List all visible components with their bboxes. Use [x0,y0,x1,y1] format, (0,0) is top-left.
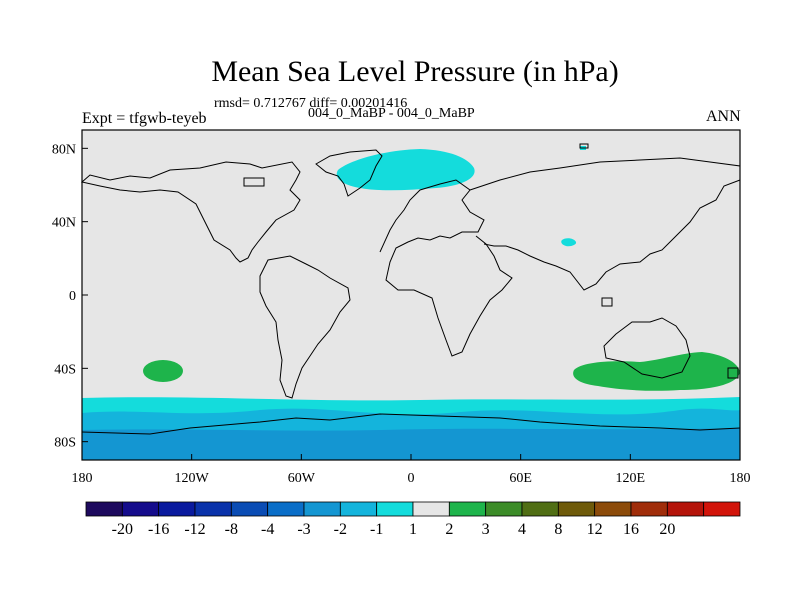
colorbar-label: -20 [112,521,133,538]
y-tick-label: 40N [52,216,76,231]
colorbar-label: 20 [659,521,675,538]
y-tick-label: 40S [54,362,76,377]
x-tick-label: 180 [730,471,751,486]
colorbar-label: 4 [518,521,526,538]
colorbar-label: 1 [409,521,417,538]
colorbar-swatch [412,501,450,517]
experiment-label: Expt = tfgwb-teyeb [82,110,207,127]
colorbar-swatch [230,501,269,517]
colorbar-label: 12 [587,521,603,538]
colorbar-swatch [158,501,196,517]
x-tick-label: 180 [72,471,93,486]
colorbar-label: -4 [261,521,274,538]
colorbar-swatch [303,501,341,517]
y-tick-label: 0 [69,289,76,304]
colorbar-swatch [703,501,741,517]
asia-small-blob [561,238,577,247]
axis-ticks: 180 120W 60W 0 60E 120E 180 80N 40N 0 40S 80S [52,142,751,486]
colorbar-label: 16 [623,521,639,538]
colorbar-swatch [339,501,378,517]
colorbar-label: -1 [370,521,383,538]
season-label: ANN [706,108,741,125]
colorbar-label: -2 [334,521,347,538]
colorbar-swatch [376,501,414,517]
x-tick-label: 120W [175,471,210,486]
map-plot-area [80,129,741,461]
colorbar-swatch [267,501,305,517]
colorbar-label: 3 [482,521,490,538]
x-tick-label: 0 [408,471,415,486]
x-tick-label: 60E [509,471,532,486]
colorbar: -20 -16 -12 -8 -4 -3 -2 -1 1 2 3 4 8 12 16 20 [85,501,741,538]
colorbar-swatch [485,501,523,517]
colorbar-swatch [121,501,160,517]
antarctic-band [82,428,740,460]
plot-title: Mean Sea Level Pressure (in hPa) [211,55,619,88]
arctic-negative-anomaly [336,149,475,191]
colorbar-label: -8 [225,521,238,538]
y-tick-label: 80N [52,142,76,157]
australia-positive-anomaly [573,352,740,391]
colorbar-swatch [448,501,487,517]
colorbar-swatch [521,501,559,517]
colorbar-swatch [85,501,123,517]
coastlines [80,143,741,435]
experiment-subtitle: 004_0_MaBP - 004_0_MaBP [308,106,475,121]
y-tick-label: 80S [54,436,76,451]
colorbar-label: 2 [445,521,453,538]
colorbar-swatch [666,501,705,517]
x-tick-label: 60W [288,471,316,486]
colorbar-swatch [630,501,668,517]
south-pacific-positive-anomaly [143,360,183,382]
colorbar-label: -12 [184,521,205,538]
colorbar-label: -3 [297,521,310,538]
colorbar-swatch [557,501,596,517]
colorbar-swatch [594,501,632,517]
colorbar-swatch [194,501,232,517]
x-tick-label: 120E [616,471,646,486]
rmsd-diff-stats: rmsd= 0.712767 diff= 0.00201416 [214,96,408,111]
colorbar-label: -16 [148,521,169,538]
colorbar-label: 8 [554,521,562,538]
